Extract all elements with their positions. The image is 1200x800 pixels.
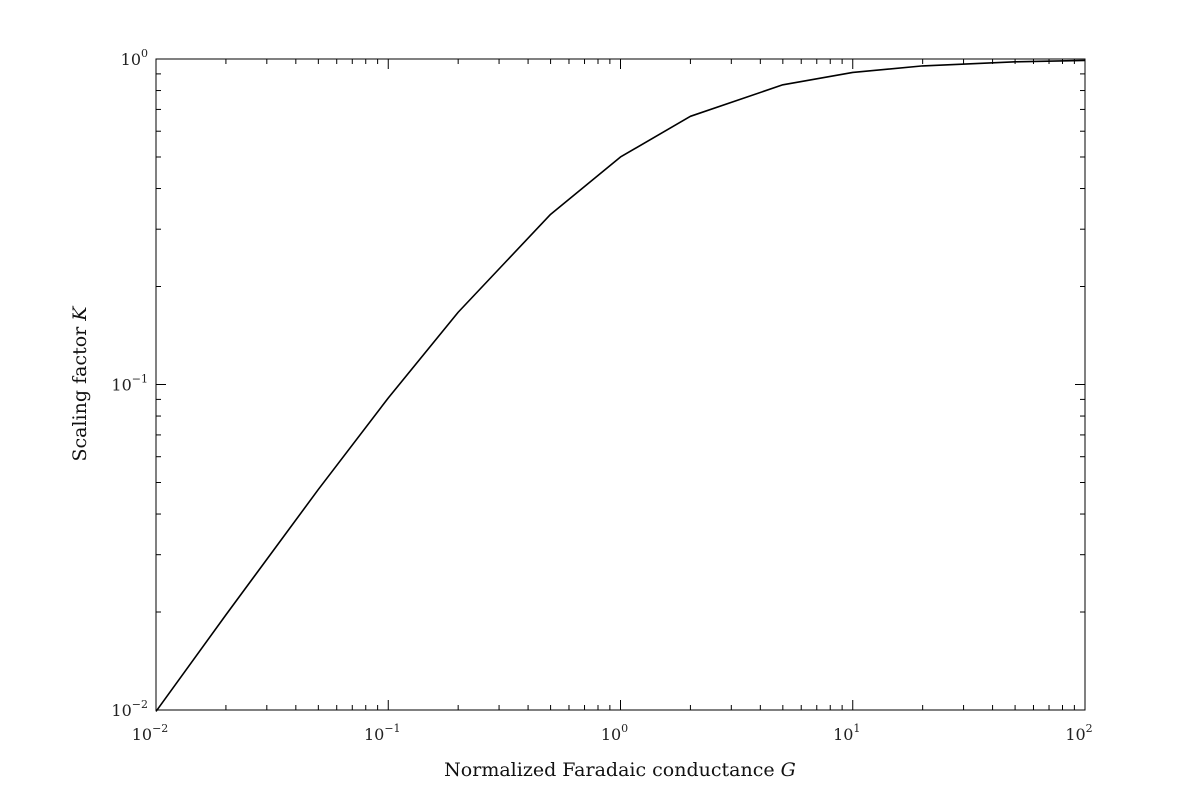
y-tick-label: 100 — [121, 47, 148, 69]
y-tick-label: 10−2 — [111, 698, 148, 720]
y-tick-label: 10−1 — [111, 373, 148, 395]
x-tick-label: 10−2 — [132, 722, 169, 744]
tick-labels: 10−2 10−1 100 101 102 10−2 10−1 100 — [111, 47, 1092, 744]
plot-frame — [155, 58, 1086, 711]
y-axis-label: Scaling factor K — [69, 305, 91, 462]
x-tick-label: 10−1 — [364, 722, 401, 744]
x-tick-label: 101 — [833, 722, 860, 744]
x-tick-label: 102 — [1065, 722, 1092, 744]
x-axis-label: Normalized Faradaic conductance G — [444, 759, 796, 781]
series-line — [155, 59, 1086, 712]
minor-ticks — [156, 59, 1085, 710]
x-tick-label: 100 — [601, 722, 628, 744]
